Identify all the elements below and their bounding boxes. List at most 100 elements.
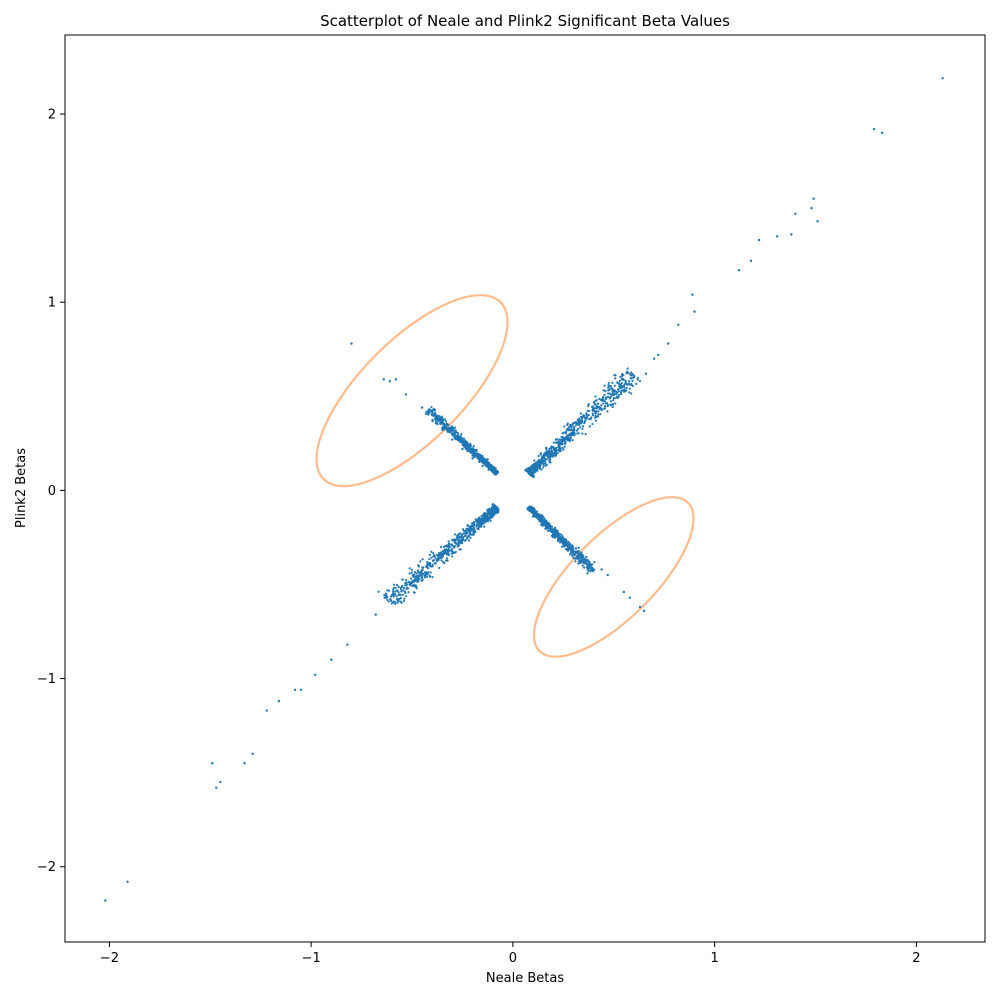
- data-point: [628, 596, 632, 599]
- data-point: [444, 426, 447, 429]
- data-point: [472, 453, 475, 457]
- data-point: [451, 429, 454, 432]
- data-point: [394, 378, 398, 381]
- y-axis: −2 −1 0 1 2: [37, 108, 65, 875]
- data-point: [408, 583, 411, 586]
- data-point: [567, 427, 570, 430]
- data-point: [440, 418, 443, 421]
- data-point: [397, 591, 400, 594]
- data-point: [623, 385, 626, 389]
- data-point: [401, 593, 405, 596]
- data-point: [667, 342, 670, 345]
- data-point: [469, 531, 472, 534]
- data-point: [419, 560, 422, 563]
- data-point: [433, 411, 437, 414]
- data-point: [429, 571, 432, 574]
- data-point: [545, 458, 548, 461]
- data-point: [608, 392, 611, 395]
- data-point: [606, 410, 609, 413]
- data-point: [487, 468, 490, 471]
- data-point: [401, 584, 404, 587]
- data-point: [388, 380, 392, 383]
- data-point: [476, 455, 479, 458]
- data-point: [396, 601, 399, 604]
- data-point: [571, 554, 574, 557]
- data-point: [430, 405, 433, 409]
- data-point: [536, 465, 539, 469]
- data-point: [593, 561, 596, 564]
- data-point: [462, 532, 465, 535]
- data-point: [430, 409, 433, 412]
- data-point: [569, 432, 572, 436]
- data-point: [691, 293, 694, 296]
- data-point: [495, 510, 498, 514]
- data-point: [463, 535, 466, 538]
- data-point: [564, 541, 567, 545]
- data-point: [475, 448, 478, 452]
- data-point: [550, 447, 553, 450]
- data-point: [558, 438, 561, 441]
- y-axis-label: Plink2 Betas: [14, 448, 29, 528]
- data-point: [395, 584, 399, 587]
- data-point: [628, 373, 632, 376]
- data-point: [546, 523, 549, 526]
- data-point: [495, 472, 498, 475]
- data-point: [426, 561, 429, 564]
- data-point: [433, 417, 437, 420]
- data-point: [399, 600, 402, 603]
- data-point: [623, 384, 626, 387]
- x-axis: −2 −1 0 1 2: [100, 942, 921, 966]
- data-point: [457, 435, 460, 438]
- data-point: [530, 473, 534, 476]
- data-point: [481, 464, 484, 468]
- data-point: [390, 594, 394, 597]
- data-point: [560, 536, 563, 539]
- data-point: [677, 323, 680, 326]
- data-point: [598, 405, 601, 409]
- data-point: [428, 553, 432, 556]
- data-point: [583, 560, 586, 563]
- data-point: [609, 395, 612, 398]
- data-point: [448, 549, 451, 552]
- data-point: [447, 540, 450, 543]
- data-point: [567, 437, 570, 440]
- data-point: [552, 528, 555, 532]
- data-point: [611, 405, 614, 409]
- data-point: [581, 417, 584, 420]
- data-point: [587, 568, 590, 572]
- data-point: [464, 539, 467, 542]
- data-point: [413, 585, 416, 588]
- data-point: [421, 573, 424, 577]
- data-point: [596, 415, 600, 418]
- data-point: [566, 422, 569, 425]
- data-point: [570, 552, 573, 555]
- data-point: [432, 551, 435, 555]
- data-point: [413, 578, 417, 581]
- data-point: [562, 538, 565, 542]
- data-point: [532, 469, 535, 472]
- data-point: [436, 418, 439, 421]
- data-point: [532, 467, 535, 470]
- data-point: [625, 386, 628, 389]
- data-point: [451, 544, 454, 547]
- data-point: [389, 598, 392, 601]
- data-point: [471, 457, 474, 460]
- data-point: [293, 688, 297, 692]
- data-point: [477, 452, 480, 456]
- data-point: [607, 386, 610, 389]
- data-point: [404, 582, 407, 585]
- data-point: [594, 416, 597, 419]
- data-point: [494, 470, 497, 473]
- data-point: [489, 464, 492, 468]
- data-point: [485, 459, 488, 462]
- data-point: [458, 540, 461, 544]
- data-point: [534, 515, 537, 518]
- data-point: [409, 577, 413, 580]
- data-point: [589, 570, 592, 573]
- data-point: [613, 374, 616, 377]
- data-point: [418, 577, 421, 580]
- data-point: [470, 452, 473, 455]
- data-point: [624, 382, 627, 385]
- data-point: [568, 553, 572, 556]
- data-point: [693, 310, 696, 313]
